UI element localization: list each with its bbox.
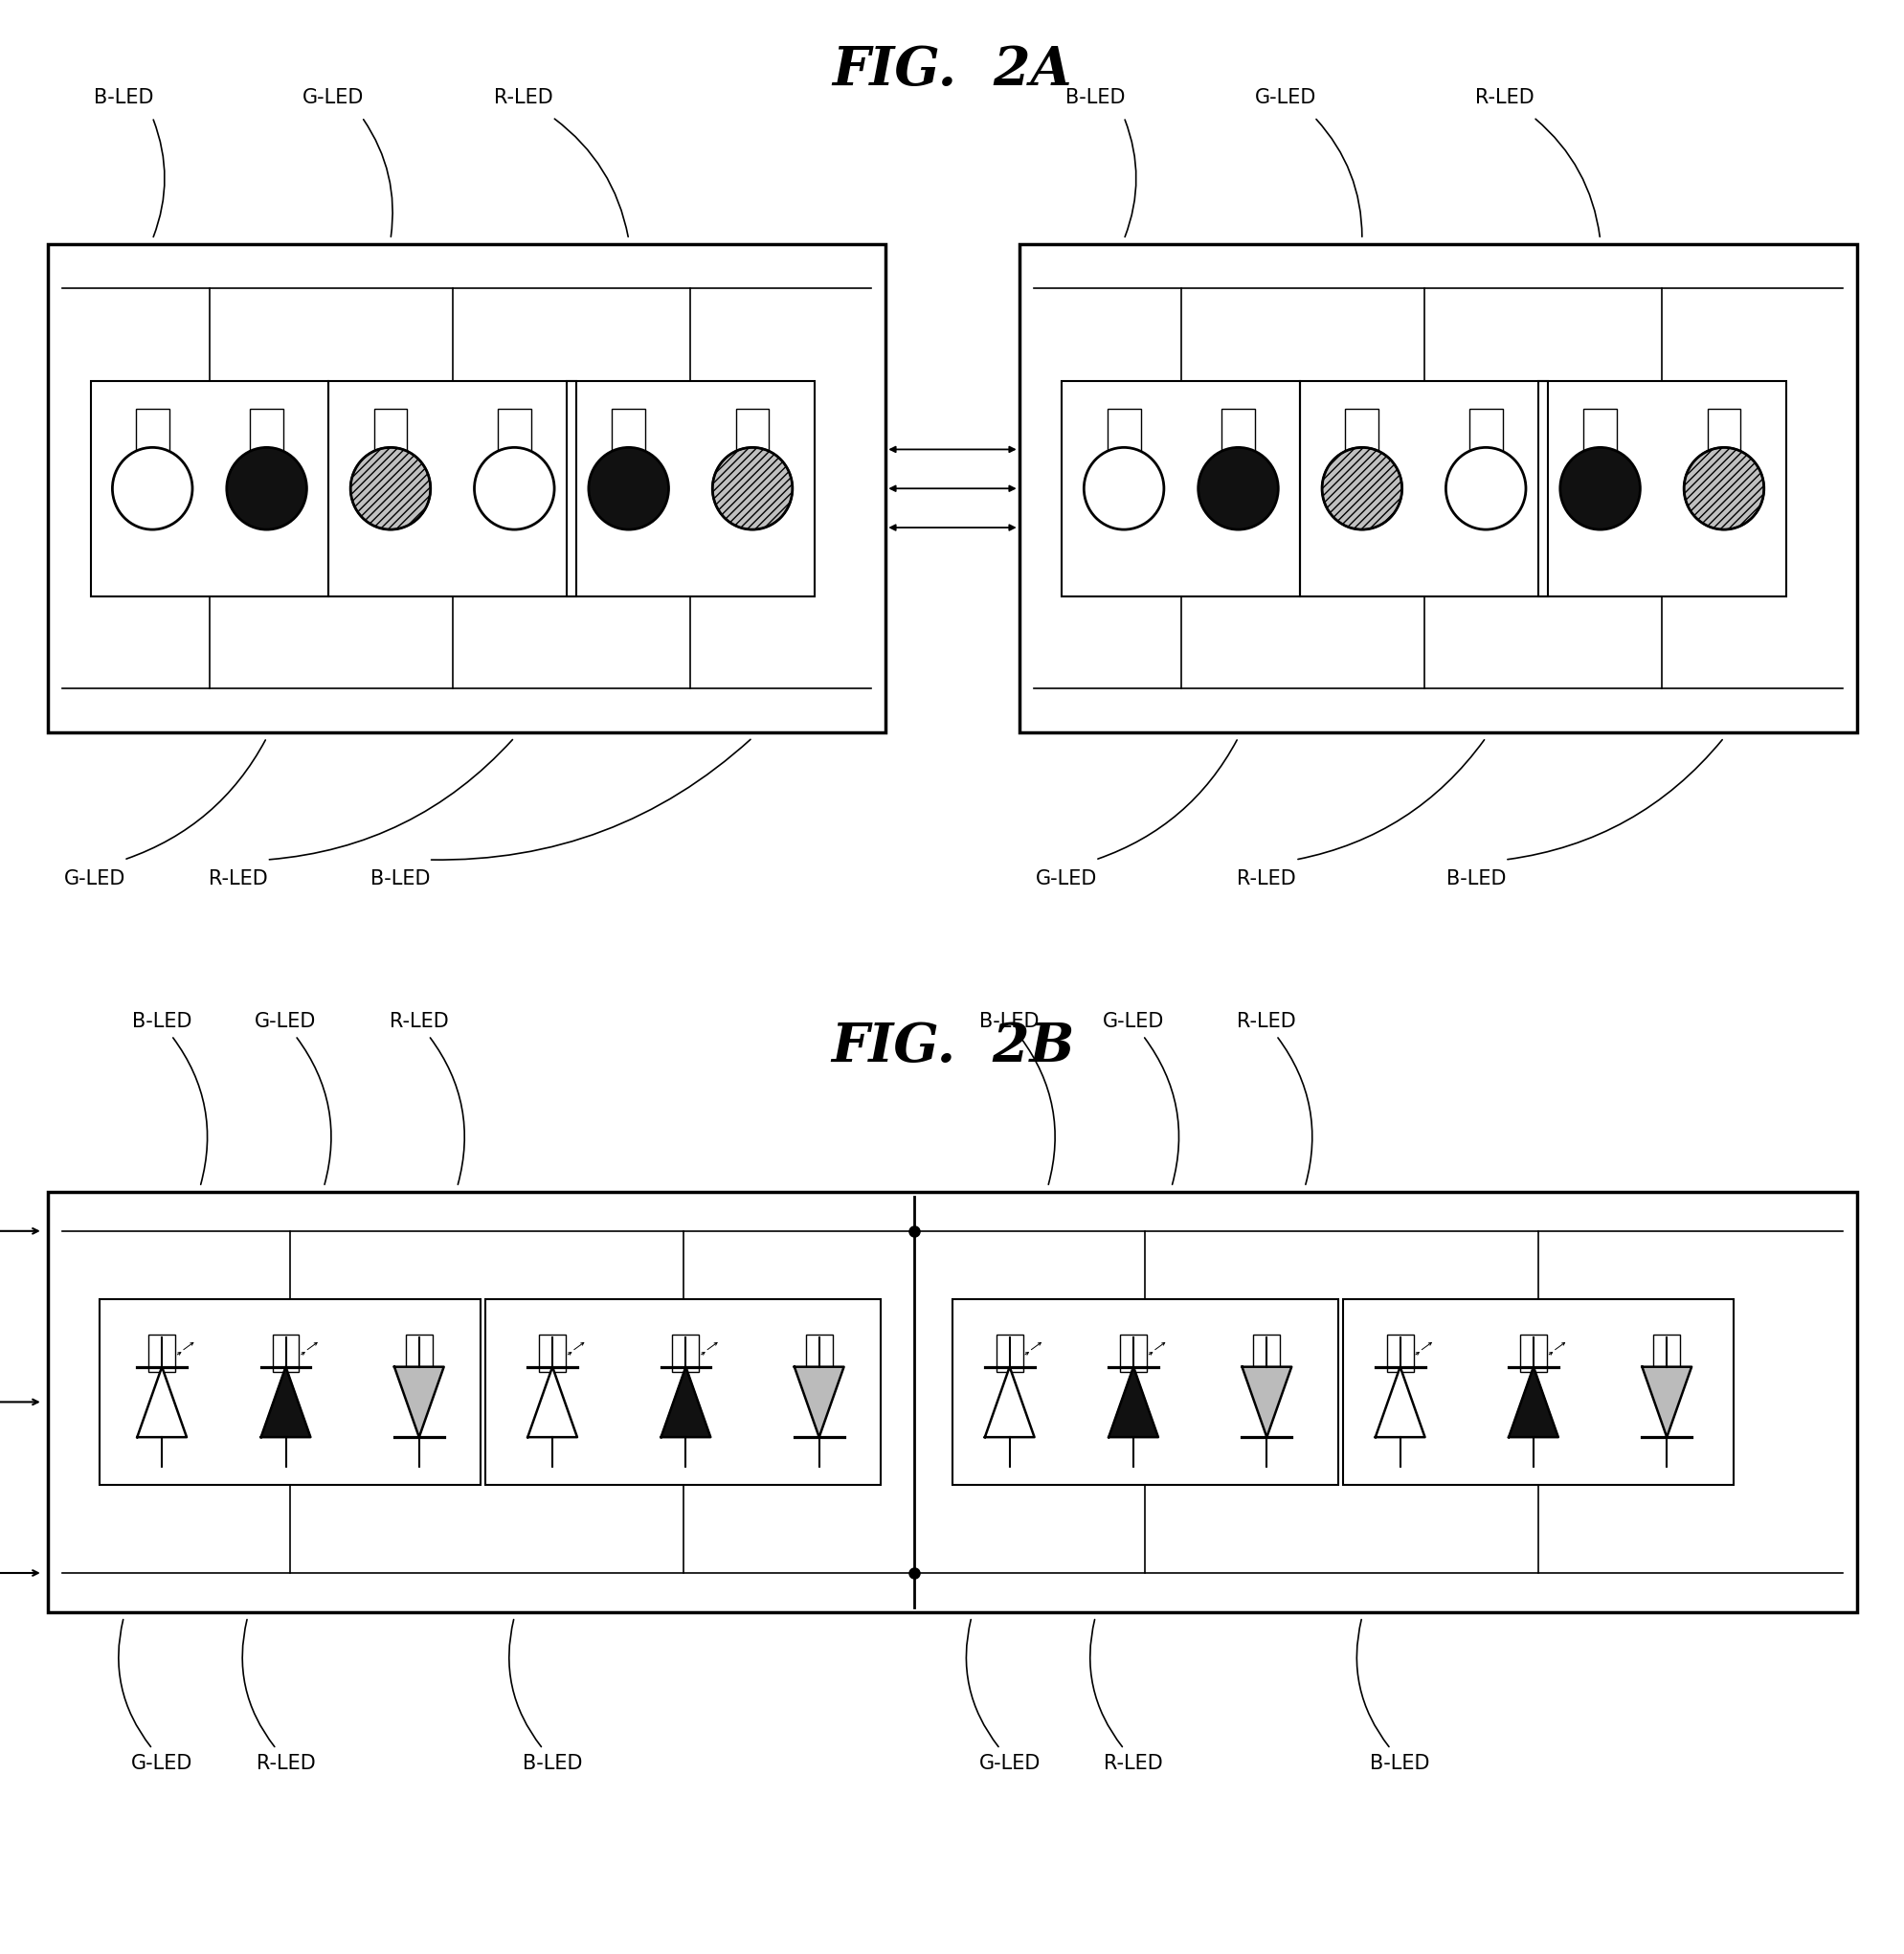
- Text: R-LED: R-LED: [388, 1012, 449, 1030]
- Text: G-LED: G-LED: [1036, 870, 1097, 889]
- Bar: [249, 408, 284, 453]
- Text: G-LED: G-LED: [131, 1755, 192, 1772]
- Text: FIG.  2B: FIG. 2B: [830, 1020, 1074, 1073]
- Polygon shape: [1108, 1368, 1158, 1438]
- Text: B-LED: B-LED: [369, 870, 430, 889]
- Bar: [48, 244, 885, 733]
- Circle shape: [588, 447, 668, 530]
- Text: R-LED: R-LED: [493, 88, 554, 107]
- Circle shape: [1445, 447, 1525, 530]
- Bar: [1120, 1335, 1146, 1372]
- Text: R-LED: R-LED: [208, 870, 268, 889]
- Circle shape: [1198, 447, 1278, 530]
- Bar: [406, 1335, 432, 1372]
- Polygon shape: [984, 1368, 1034, 1438]
- Polygon shape: [261, 1368, 310, 1438]
- Polygon shape: [137, 1368, 187, 1438]
- Bar: [1253, 1335, 1279, 1372]
- Text: G-LED: G-LED: [303, 88, 364, 107]
- Text: B-LED: B-LED: [93, 88, 154, 107]
- Text: G-LED: G-LED: [65, 870, 126, 889]
- Bar: [486, 1299, 880, 1485]
- Text: B-LED: B-LED: [1369, 1755, 1430, 1772]
- Bar: [735, 408, 769, 453]
- Polygon shape: [394, 1368, 444, 1438]
- Bar: [539, 1335, 565, 1372]
- Bar: [672, 1335, 699, 1372]
- Text: R-LED: R-LED: [255, 1755, 316, 1772]
- Polygon shape: [794, 1368, 843, 1438]
- Bar: [1342, 1299, 1733, 1485]
- Circle shape: [112, 447, 192, 530]
- Text: G-LED: G-LED: [979, 1755, 1040, 1772]
- Bar: [1062, 381, 1299, 596]
- Bar: [1344, 408, 1378, 453]
- Text: G-LED: G-LED: [1102, 1012, 1163, 1030]
- Polygon shape: [1508, 1368, 1557, 1438]
- Bar: [373, 408, 407, 453]
- Bar: [497, 408, 531, 453]
- Circle shape: [1559, 447, 1639, 530]
- Bar: [1538, 381, 1786, 596]
- Bar: [567, 381, 815, 596]
- Polygon shape: [1641, 1368, 1691, 1438]
- Bar: [1386, 1335, 1413, 1372]
- Text: R-LED: R-LED: [1236, 1012, 1297, 1030]
- Bar: [1220, 408, 1255, 453]
- Bar: [101, 1299, 482, 1485]
- Circle shape: [227, 447, 307, 530]
- Bar: [1019, 244, 1856, 733]
- Polygon shape: [527, 1368, 577, 1438]
- Circle shape: [1683, 447, 1763, 530]
- Bar: [1299, 381, 1548, 596]
- Bar: [1106, 408, 1140, 453]
- Text: FIG.  2A: FIG. 2A: [832, 43, 1072, 96]
- Bar: [611, 408, 645, 453]
- Bar: [1706, 408, 1740, 453]
- Bar: [149, 1335, 175, 1372]
- Text: G-LED: G-LED: [255, 1012, 316, 1030]
- Bar: [48, 1192, 1856, 1612]
- Bar: [1653, 1335, 1679, 1372]
- Text: G-LED: G-LED: [1255, 88, 1316, 107]
- Circle shape: [712, 447, 792, 530]
- Bar: [1582, 408, 1616, 453]
- Circle shape: [350, 447, 430, 530]
- Circle shape: [1083, 447, 1163, 530]
- Bar: [91, 381, 329, 596]
- Polygon shape: [1241, 1368, 1291, 1438]
- Bar: [1519, 1335, 1546, 1372]
- Text: R-LED: R-LED: [1236, 870, 1297, 889]
- Text: R-LED: R-LED: [1102, 1755, 1163, 1772]
- Polygon shape: [661, 1368, 710, 1438]
- Bar: [329, 381, 577, 596]
- Text: B-LED: B-LED: [979, 1012, 1040, 1030]
- Bar: [135, 408, 169, 453]
- Bar: [996, 1335, 1022, 1372]
- Bar: [805, 1335, 832, 1372]
- Text: B-LED: B-LED: [1445, 870, 1506, 889]
- Polygon shape: [1375, 1368, 1424, 1438]
- Text: B-LED: B-LED: [522, 1755, 583, 1772]
- Circle shape: [474, 447, 554, 530]
- Bar: [952, 1299, 1339, 1485]
- Bar: [1468, 408, 1502, 453]
- Bar: [272, 1335, 299, 1372]
- Text: B-LED: B-LED: [1064, 88, 1125, 107]
- Circle shape: [1321, 447, 1401, 530]
- Text: R-LED: R-LED: [1474, 88, 1535, 107]
- Text: B-LED: B-LED: [131, 1012, 192, 1030]
